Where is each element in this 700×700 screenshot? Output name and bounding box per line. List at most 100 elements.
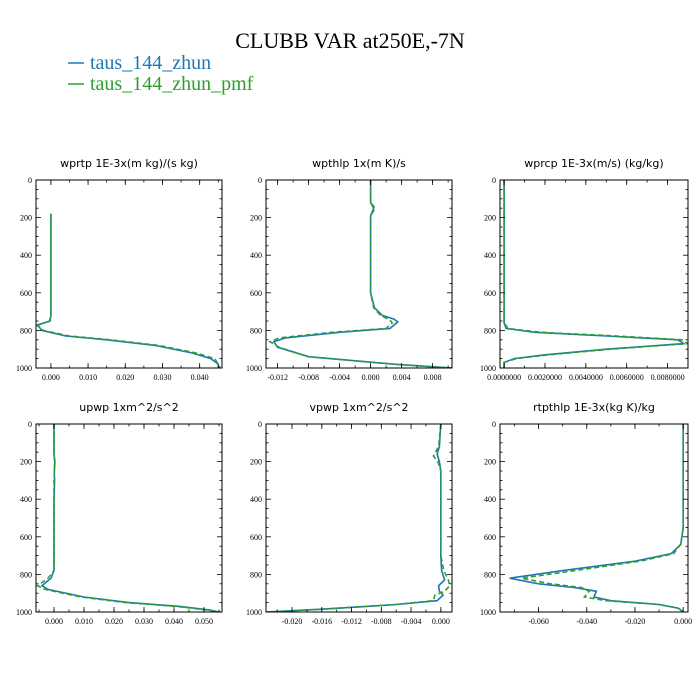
y-tick-label: 0 bbox=[28, 420, 32, 429]
panel-title: upwp 1xm^2/s^2 bbox=[79, 401, 179, 414]
series-line-2 bbox=[503, 180, 688, 368]
y-tick-label: 1000 bbox=[16, 608, 32, 617]
x-tick-label: 0.0060000 bbox=[610, 373, 644, 382]
y-tick-label: 400 bbox=[250, 251, 262, 260]
y-tick-label: 400 bbox=[20, 495, 32, 504]
x-tick-label: -0.004 bbox=[329, 373, 350, 382]
y-tick-label: 800 bbox=[20, 326, 32, 335]
y-tick-label: 600 bbox=[250, 289, 262, 298]
x-tick-label: -0.008 bbox=[298, 373, 319, 382]
figure-legend: taus_144_zhun taus_144_zhun_pmf bbox=[68, 52, 254, 95]
y-tick-label: 400 bbox=[484, 251, 496, 260]
panel-title: rtpthlp 1E-3x(kg K)/kg bbox=[533, 401, 655, 414]
y-tick-label: 600 bbox=[484, 289, 496, 298]
series-line-1 bbox=[272, 180, 452, 368]
x-tick-label: -0.020 bbox=[625, 617, 646, 626]
y-tick-label: 200 bbox=[484, 458, 496, 467]
panel-title: wpthlp 1x(m K)/s bbox=[312, 157, 406, 170]
y-tick-label: 600 bbox=[20, 289, 32, 298]
panel-grid: wprtp 1E-3x(m kg)/(s kg) 0 200 400 600 800 100… bbox=[16, 157, 692, 626]
panel-title: vpwp 1xm^2/s^2 bbox=[309, 401, 408, 414]
x-tick-label: -0.012 bbox=[267, 373, 288, 382]
y-tick-label: 400 bbox=[20, 251, 32, 260]
legend-label-1: taus_144_zhun bbox=[90, 52, 211, 74]
panel-title: wprtp 1E-3x(m kg)/(s kg) bbox=[60, 157, 198, 170]
panel-4: upwp 1xm^2/s^2 0 200 400 600 800 1000 0.000 0.01… bbox=[16, 401, 223, 626]
y-tick-label: 200 bbox=[250, 214, 262, 223]
x-tick-label: 0.040 bbox=[165, 617, 183, 626]
plot-frame bbox=[499, 179, 689, 369]
series-line-2 bbox=[266, 424, 451, 612]
y-tick-label: 1000 bbox=[246, 608, 262, 617]
panel-3: wprcp 1E-3x(m/s) (kg/kg) 0 200 400 600 800 100… bbox=[480, 157, 689, 382]
y-tick-label: 1000 bbox=[246, 364, 262, 373]
y-tick-label: 0 bbox=[492, 420, 496, 429]
x-tick-label: 0.000 bbox=[432, 617, 450, 626]
x-tick-label: 0.0020000 bbox=[528, 373, 562, 382]
y-tick-label: 1000 bbox=[480, 364, 496, 373]
x-tick-label: -0.012 bbox=[341, 617, 362, 626]
y-tick-label: 800 bbox=[250, 326, 262, 335]
y-tick-label: 400 bbox=[484, 495, 496, 504]
x-tick-label: -0.008 bbox=[371, 617, 392, 626]
plot-frame bbox=[265, 179, 453, 369]
x-tick-label: -0.040 bbox=[576, 617, 597, 626]
y-tick-label: 0 bbox=[258, 420, 262, 429]
series-line-1 bbox=[36, 213, 220, 368]
panel-5: vpwp 1xm^2/s^2 0 200 400 600 800 1000 -0.020 -0.… bbox=[246, 401, 453, 626]
y-tick-label: 600 bbox=[250, 533, 262, 542]
panel-title: wprcp 1E-3x(m/s) (kg/kg) bbox=[524, 157, 663, 170]
y-tick-label: 400 bbox=[250, 495, 262, 504]
y-tick-label: 200 bbox=[484, 214, 496, 223]
series-line-2 bbox=[268, 180, 452, 368]
y-tick-label: 800 bbox=[250, 570, 262, 579]
y-tick-label: 600 bbox=[484, 533, 496, 542]
series-line-1 bbox=[40, 424, 220, 612]
series-line-2 bbox=[36, 213, 221, 368]
x-tick-label: -0.020 bbox=[282, 617, 303, 626]
x-tick-label: 0.000 bbox=[674, 617, 692, 626]
y-tick-label: 1000 bbox=[16, 364, 32, 373]
y-tick-label: 0 bbox=[28, 176, 32, 185]
y-tick-label: 600 bbox=[20, 533, 32, 542]
x-tick-label: 0.008 bbox=[424, 373, 442, 382]
plot-frame bbox=[35, 423, 223, 613]
x-tick-label: 0.000 bbox=[362, 373, 380, 382]
plot-frame bbox=[35, 179, 223, 369]
panel-2: wpthlp 1x(m K)/s 0 200 400 600 800 1000 -0.012 -… bbox=[246, 157, 453, 382]
panel-1: wprtp 1E-3x(m kg)/(s kg) 0 200 400 600 800 100… bbox=[16, 157, 223, 382]
x-tick-label: 0.050 bbox=[195, 617, 213, 626]
y-tick-label: 800 bbox=[484, 326, 496, 335]
x-tick-label: 0.000 bbox=[45, 617, 63, 626]
y-tick-label: 200 bbox=[250, 458, 262, 467]
plot-frame bbox=[265, 423, 453, 613]
y-tick-label: 200 bbox=[20, 214, 32, 223]
x-tick-label: 0.000 bbox=[42, 373, 60, 382]
x-tick-label: 0.010 bbox=[75, 617, 93, 626]
x-tick-label: 0.0040000 bbox=[569, 373, 603, 382]
x-tick-label: 0.0080000 bbox=[651, 373, 685, 382]
panel-6: rtpthlp 1E-3x(kg K)/kg 0 200 400 600 800 1000 -… bbox=[480, 401, 692, 626]
plot-frame bbox=[499, 423, 689, 613]
x-tick-label: 0.020 bbox=[105, 617, 123, 626]
figure-title: CLUBB VAR at250E,-7N bbox=[235, 28, 465, 53]
y-tick-label: 800 bbox=[20, 570, 32, 579]
x-tick-label: 0.030 bbox=[135, 617, 153, 626]
x-tick-label: -0.060 bbox=[528, 617, 549, 626]
y-tick-label: 0 bbox=[258, 176, 262, 185]
x-tick-label: -0.004 bbox=[401, 617, 422, 626]
x-tick-label: 0.040 bbox=[191, 373, 209, 382]
x-tick-label: 0.004 bbox=[393, 373, 411, 382]
y-tick-label: 1000 bbox=[480, 608, 496, 617]
x-tick-label: 0.030 bbox=[153, 373, 171, 382]
series-line-2 bbox=[36, 424, 221, 612]
x-tick-label: -0.016 bbox=[311, 617, 332, 626]
series-line-1 bbox=[509, 424, 685, 612]
series-line-2 bbox=[521, 424, 685, 612]
legend-label-2: taus_144_zhun_pmf bbox=[90, 73, 254, 95]
y-tick-label: 0 bbox=[492, 176, 496, 185]
x-tick-label: 0.010 bbox=[79, 373, 97, 382]
y-tick-label: 200 bbox=[20, 458, 32, 467]
series-line-1 bbox=[503, 180, 687, 368]
